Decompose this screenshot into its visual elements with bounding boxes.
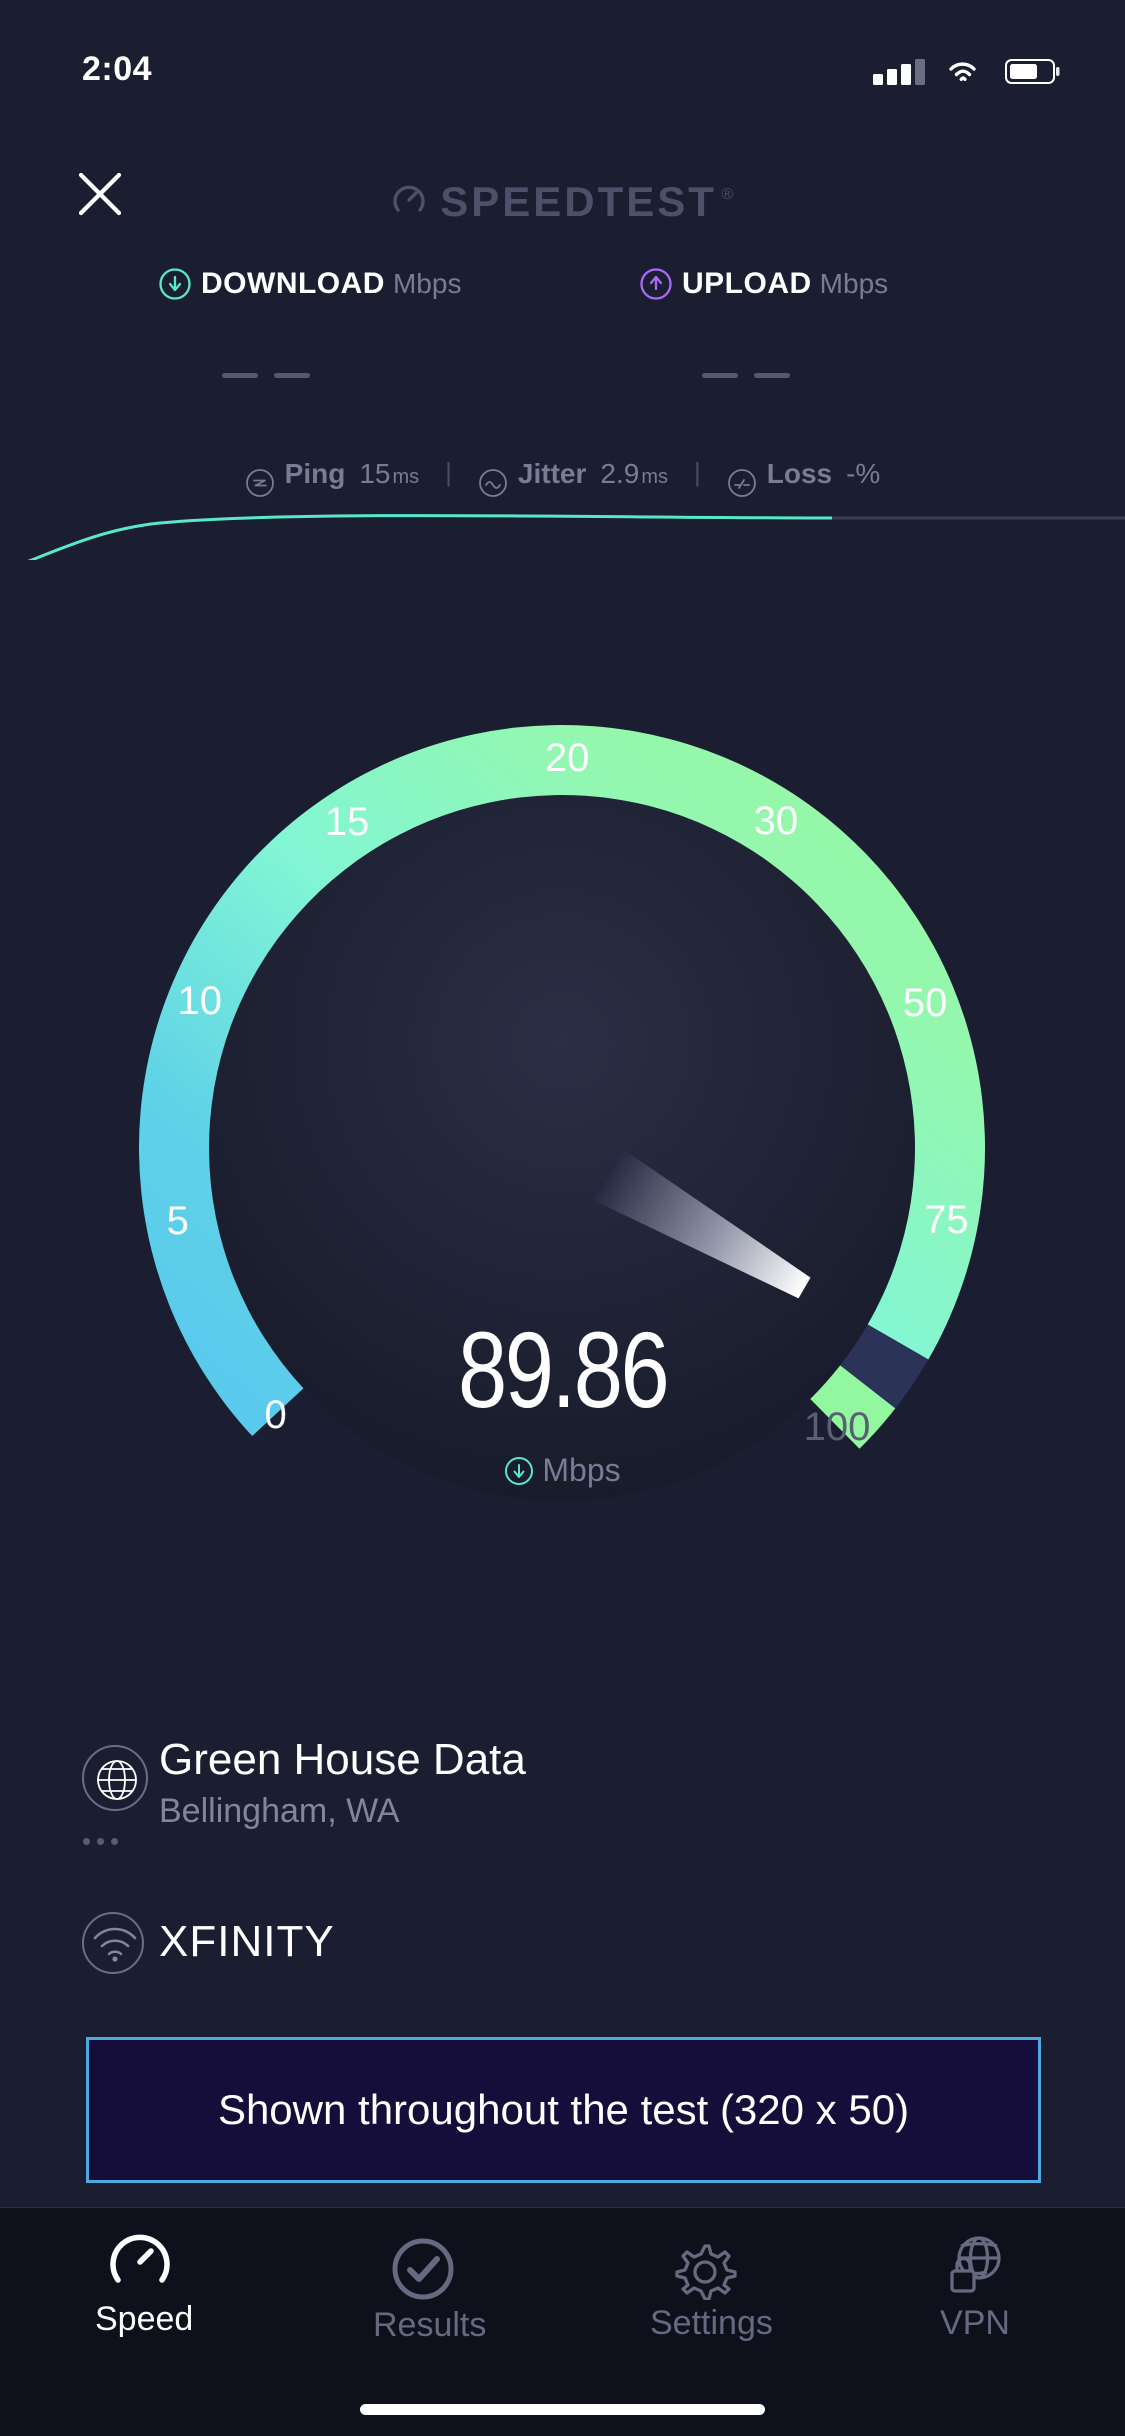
svg-text:20: 20 bbox=[545, 736, 590, 780]
svg-text:50: 50 bbox=[903, 981, 948, 1025]
svg-text:15: 15 bbox=[325, 800, 370, 844]
svg-text:75: 75 bbox=[924, 1198, 969, 1242]
svg-text:30: 30 bbox=[754, 799, 799, 843]
svg-text:10: 10 bbox=[178, 979, 223, 1023]
svg-text:5: 5 bbox=[167, 1199, 189, 1243]
